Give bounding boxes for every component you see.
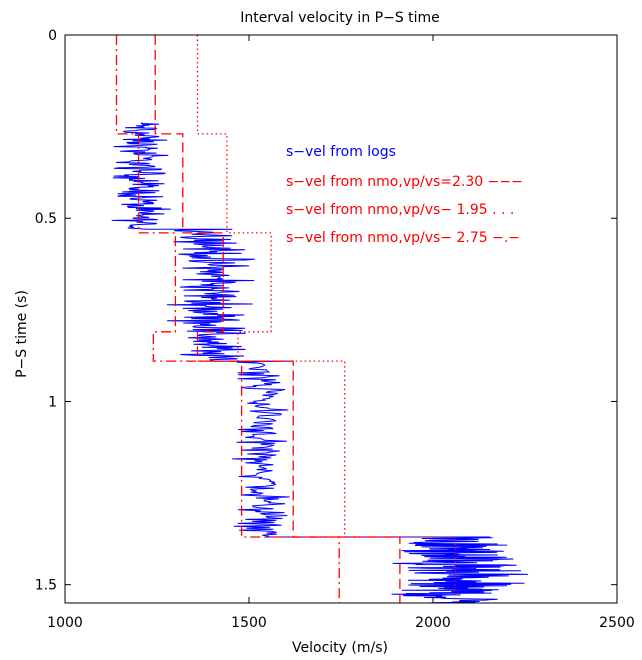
y-tick-label: 1.5 <box>35 578 57 594</box>
x-axis-title: Velocity (m/s) <box>292 640 388 656</box>
series-line-0 <box>111 122 529 604</box>
legend-entry-vpvs-1-95: s−vel from nmo,vp/vs− 1.95 . . . <box>286 202 514 218</box>
legend-entry-vpvs-2-30: s−vel from nmo,vp/vs=2.30 −−− <box>286 174 523 190</box>
axis-ticks: 1000 1500 2000 2500 0 0.5 1 1.5 <box>35 28 635 631</box>
y-axis-title: P−S time (s) <box>14 290 30 378</box>
plot-frame <box>64 34 618 604</box>
series-line-3 <box>115 35 340 603</box>
x-tick-label: 1500 <box>231 615 267 631</box>
y-tick-label: 0.5 <box>35 211 57 227</box>
x-tick-label: 2500 <box>599 615 635 631</box>
y-tick-label: 1 <box>48 394 57 410</box>
plot-area <box>111 35 529 604</box>
y-tick-label: 0 <box>48 28 57 44</box>
legend-entry-logs: s−vel from logs <box>286 144 396 160</box>
legend-entry-vpvs-2-75: s−vel from nmo,vp/vs− 2.75 −.− <box>286 230 520 246</box>
chart-title: Interval velocity in P−S time <box>240 10 440 26</box>
series-line-2 <box>196 35 456 603</box>
legend: s−vel from logs s−vel from nmo,vp/vs=2.3… <box>286 144 523 246</box>
x-tick-label: 2000 <box>415 615 451 631</box>
x-tick-label: 1000 <box>47 615 83 631</box>
